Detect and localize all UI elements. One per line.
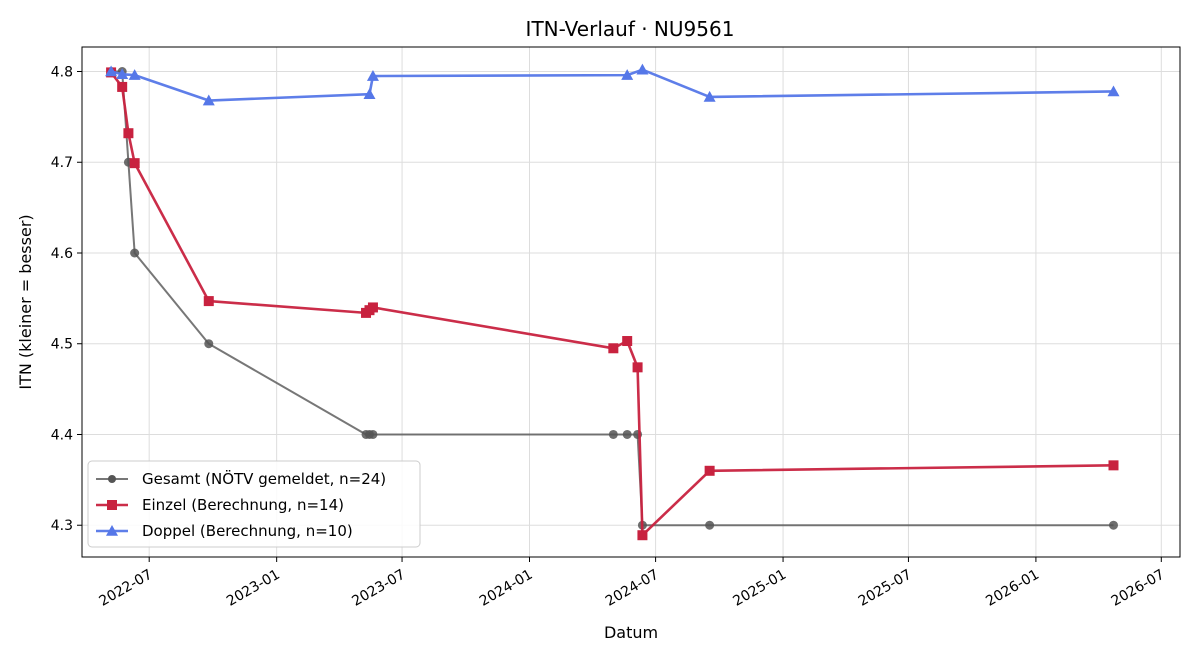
legend-label: Einzel (Berechnung, n=14) — [142, 496, 344, 514]
x-tick-label: 2022-07 — [97, 567, 156, 610]
x-tick-label: 2024-07 — [603, 567, 662, 610]
data-point — [204, 339, 214, 349]
y-tick-label: 4.6 — [51, 246, 73, 262]
legend-item: Gesamt (NÖTV gemeldet, n=24) — [96, 469, 386, 488]
data-point — [1108, 520, 1118, 530]
data-point — [703, 90, 716, 102]
data-point — [636, 63, 649, 75]
data-point — [363, 88, 376, 99]
data-point — [637, 530, 648, 541]
data-point — [705, 520, 715, 530]
data-point — [116, 68, 129, 80]
series-line — [111, 70, 1114, 527]
y-tick-label: 4.3 — [51, 518, 73, 534]
data-point — [202, 94, 215, 106]
legend-label: Doppel (Berechnung, n=10) — [142, 522, 353, 540]
x-axis-label: Datum — [604, 623, 658, 642]
y-axis-label: ITN (kleiner = besser) — [16, 214, 35, 389]
legend: Gesamt (NÖTV gemeldet, n=24) Einzel (Bere… — [87, 460, 421, 548]
data-point — [608, 343, 619, 354]
data-point — [621, 69, 634, 80]
legend-item: Einzel (Berechnung, n=14) — [96, 496, 344, 514]
data-point — [608, 429, 618, 439]
y-tick-label: 4.5 — [51, 337, 73, 353]
data-point — [128, 69, 141, 80]
data-point — [1108, 460, 1119, 471]
series-square — [106, 67, 1119, 541]
y-tick-label: 4.8 — [51, 65, 73, 81]
x-axis-ticks: 2022-07 2023-01 2023-07 2024-01 2024-07 2025-… — [97, 557, 1168, 610]
legend-item: Doppel (Berechnung, n=10) — [96, 522, 353, 540]
data-point — [704, 465, 715, 476]
data-point — [622, 429, 632, 439]
x-tick-label: 2025-07 — [856, 567, 915, 610]
data-point — [632, 362, 643, 373]
data-point — [117, 81, 128, 92]
x-tick-label: 2024-01 — [477, 567, 536, 610]
series-circle — [106, 67, 1118, 530]
data-point — [368, 429, 378, 439]
data-point — [366, 70, 379, 81]
y-tick-label: 4.4 — [51, 427, 73, 443]
data-point — [130, 248, 140, 258]
x-tick-label: 2026-01 — [983, 567, 1042, 610]
chart-title: ITN-Verlauf · NU9561 — [526, 17, 735, 41]
data-point — [105, 65, 118, 77]
x-tick-label: 2025-01 — [730, 567, 789, 610]
series-line — [110, 68, 1114, 102]
x-tick-label: 2023-01 — [224, 567, 283, 610]
legend-marker — [107, 500, 117, 510]
plot-frame — [81, 46, 1181, 558]
legend-marker — [106, 525, 118, 536]
x-tick-label: 2023-07 — [349, 567, 408, 610]
data-point — [123, 128, 134, 139]
data-point — [367, 302, 378, 313]
x-tick-label: 2026-07 — [1109, 567, 1168, 610]
data-point — [622, 336, 633, 347]
data-point — [203, 296, 214, 307]
legend-label: Gesamt (NÖTV gemeldet, n=24) — [142, 469, 386, 488]
legend-box — [87, 460, 421, 548]
y-axis-ticks: 4.3 4.4 4.5 4.6 4.7 4.8 — [51, 65, 82, 534]
series-triangle — [105, 63, 1120, 106]
series-layer — [105, 63, 1120, 541]
data-point — [129, 158, 140, 169]
y-tick-label: 4.7 — [51, 155, 73, 171]
data-point — [1107, 85, 1120, 97]
legend-marker — [108, 475, 116, 483]
